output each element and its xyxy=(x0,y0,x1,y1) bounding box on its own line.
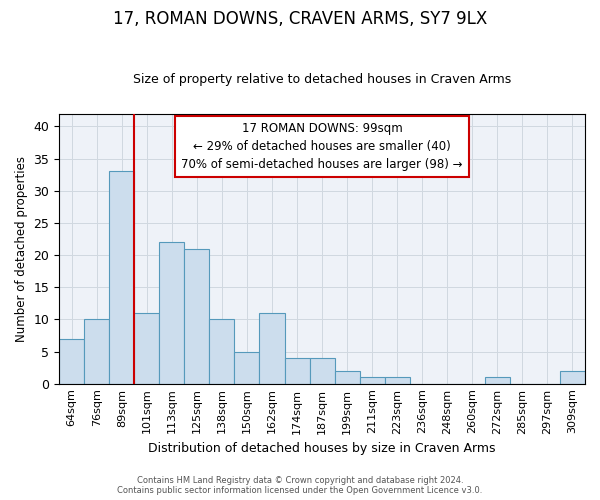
Bar xyxy=(160,242,184,384)
Bar xyxy=(284,358,310,384)
Bar xyxy=(310,358,335,384)
Bar xyxy=(359,377,385,384)
Bar xyxy=(259,313,284,384)
Text: 17 ROMAN DOWNS: 99sqm
← 29% of detached houses are smaller (40)
70% of semi-deta: 17 ROMAN DOWNS: 99sqm ← 29% of detached … xyxy=(181,122,463,170)
Text: Contains HM Land Registry data © Crown copyright and database right 2024.
Contai: Contains HM Land Registry data © Crown c… xyxy=(118,476,482,495)
Bar xyxy=(485,377,510,384)
X-axis label: Distribution of detached houses by size in Craven Arms: Distribution of detached houses by size … xyxy=(148,442,496,455)
Text: 17, ROMAN DOWNS, CRAVEN ARMS, SY7 9LX: 17, ROMAN DOWNS, CRAVEN ARMS, SY7 9LX xyxy=(113,10,487,28)
Bar xyxy=(84,320,109,384)
Bar xyxy=(134,313,160,384)
Bar xyxy=(109,172,134,384)
Title: Size of property relative to detached houses in Craven Arms: Size of property relative to detached ho… xyxy=(133,73,511,86)
Bar xyxy=(235,352,259,384)
Bar xyxy=(184,248,209,384)
Bar xyxy=(560,371,585,384)
Bar xyxy=(59,338,84,384)
Bar xyxy=(385,377,410,384)
Bar xyxy=(335,371,359,384)
Bar xyxy=(209,320,235,384)
Y-axis label: Number of detached properties: Number of detached properties xyxy=(15,156,28,342)
